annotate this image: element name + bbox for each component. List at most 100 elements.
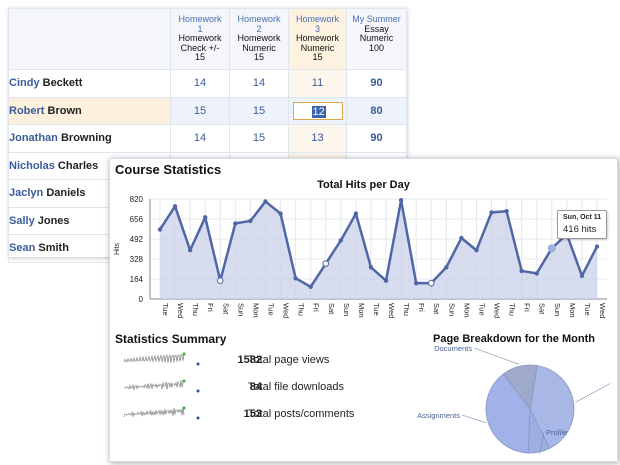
column-header-summer-essay[interactable]: My Summer Essay Numeric 100 — [346, 8, 407, 70]
x-tick-label: Mon — [251, 303, 260, 318]
score-cell[interactable]: 11 — [288, 69, 347, 98]
column-type: Homework — [295, 33, 339, 43]
student-name[interactable]: Cindy Beckett — [8, 69, 171, 98]
column-header-homework-1[interactable]: Homework 1 Homework Check +/- 15 — [170, 8, 230, 70]
data-point — [308, 284, 313, 290]
column-type: Essay — [364, 23, 389, 34]
pie-label: Profile — [546, 428, 567, 437]
score-cell[interactable]: 15 — [170, 96, 230, 125]
sparkline — [124, 379, 200, 393]
series-line — [158, 198, 599, 289]
score-edit-input[interactable]: 12 — [292, 101, 343, 120]
pie-leader-line — [539, 431, 545, 455]
summary-label: Total file downloads — [248, 381, 345, 393]
score-cell[interactable]: 14 — [170, 69, 230, 98]
column-points: 100 — [368, 42, 385, 53]
sparkline-path — [124, 380, 185, 392]
data-point — [322, 260, 330, 267]
sparkline-max-dot — [182, 352, 186, 356]
summary-row-file-downloads: 84 Total file downloads — [122, 377, 412, 397]
y-tick-label: 328 — [130, 255, 144, 264]
score-cell[interactable]: 14 — [170, 124, 230, 153]
tooltip-value: 416 hits — [563, 224, 597, 235]
x-tick-label: Tue — [583, 303, 592, 316]
x-tick-label: Wed — [282, 303, 291, 318]
column-type: Homework — [237, 33, 281, 43]
score-cell[interactable]: 15 — [229, 96, 289, 125]
student-name[interactable]: Robert Brown — [8, 96, 171, 125]
series-area — [160, 200, 597, 299]
x-tick-label: Thu — [191, 303, 200, 316]
column-points: 15 — [312, 52, 323, 62]
column-link[interactable]: My Summer — [352, 14, 401, 24]
column-link[interactable]: Homework — [237, 14, 281, 24]
summary-value: 1582 — [237, 354, 262, 366]
y-tick-label: 656 — [130, 215, 144, 224]
data-point — [459, 235, 464, 241]
score-cell[interactable]: 14 — [229, 69, 289, 98]
sparkline-max-dot — [182, 406, 186, 410]
tooltip-date: Sun, Oct 11 — [563, 214, 602, 221]
x-tick-label: Sun — [236, 303, 245, 316]
data-point — [547, 244, 556, 253]
sparkline-end-dot — [196, 362, 200, 366]
column-link[interactable]: Homework — [295, 14, 339, 24]
student-row: Cindy Beckett 14 14 11 90 — [8, 69, 407, 98]
x-tick-label: Wed — [598, 303, 607, 318]
sparkline-end-dot — [196, 389, 200, 393]
pie-slice — [529, 365, 575, 449]
y-tick-label: 492 — [130, 235, 144, 244]
x-tick-label: Thu — [402, 303, 411, 316]
column-header-homework-3[interactable]: Homework 3 Homework Numeric 15 — [288, 8, 347, 70]
column-header-homework-2[interactable]: Homework 2 Homework Numeric 15 — [229, 8, 289, 70]
score-cell[interactable]: 13 — [288, 124, 347, 153]
data-point — [203, 215, 208, 220]
data-point — [489, 210, 494, 215]
column-grading: Numeric — [242, 42, 276, 53]
data-point — [383, 278, 389, 283]
y-tick-label: 0 — [139, 295, 144, 304]
y-tick-label: 164 — [130, 275, 144, 284]
x-tick-label: Tue — [266, 303, 275, 316]
data-point — [368, 265, 374, 270]
sparkline-path — [123, 407, 185, 418]
gradebook-header-row: Homework 1 Homework Check +/- 15 Homewor… — [8, 8, 407, 70]
sparkline — [123, 406, 200, 420]
summary-value: 84 — [249, 381, 262, 393]
data-point — [278, 211, 283, 216]
x-tick-label: Wed — [176, 303, 185, 318]
summary-label: Total posts/comments — [248, 408, 355, 420]
selected-text: 12 — [311, 105, 326, 118]
data-point — [594, 244, 600, 249]
data-point — [338, 238, 344, 243]
panel-title: Course Statistics — [115, 162, 222, 177]
x-tick-label: Mon — [462, 303, 471, 318]
student-name[interactable]: Jonathan Browning — [8, 124, 171, 153]
data-point — [172, 204, 178, 209]
score-cell[interactable]: 80 — [346, 96, 407, 125]
x-tick-label: Fri — [206, 303, 215, 312]
pie-label: Documents — [434, 345, 472, 353]
x-tick-label: Tue — [477, 303, 486, 316]
data-point — [353, 211, 359, 216]
x-tick-label: Sat — [327, 303, 336, 315]
score-cell[interactable]: 15 — [229, 124, 289, 153]
x-tick-label: Tue — [161, 303, 170, 316]
pie-leader-line — [575, 383, 610, 403]
score-cell[interactable]: 90 — [346, 69, 407, 98]
score-cell[interactable]: 90 — [346, 124, 407, 153]
x-tick-label: Wed — [493, 303, 502, 318]
data-point — [534, 271, 539, 276]
x-tick-label: Mon — [568, 303, 577, 318]
data-point — [293, 276, 298, 281]
score-cell-editing[interactable]: 12 — [288, 96, 347, 125]
column-type: Homework — [178, 33, 222, 43]
column-number: 1 — [197, 23, 203, 34]
pie-slice — [485, 373, 531, 454]
pie-label: Assignments — [417, 411, 460, 420]
sparkline-path — [123, 353, 185, 363]
column-link[interactable]: Homework — [178, 14, 222, 24]
data-point — [444, 265, 449, 270]
x-tick-label: Sun — [553, 303, 562, 316]
x-tick-label: Thu — [297, 303, 306, 316]
